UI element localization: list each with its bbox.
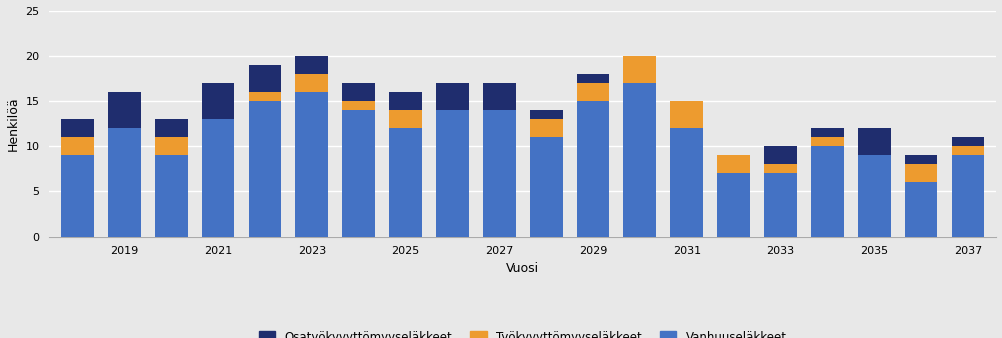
Bar — [61, 119, 94, 137]
Bar — [811, 137, 843, 146]
Bar — [389, 92, 422, 110]
Bar — [389, 128, 422, 237]
Bar — [248, 65, 281, 92]
Bar — [716, 173, 749, 237]
Bar — [389, 110, 422, 128]
Bar — [201, 119, 234, 237]
Bar — [857, 128, 890, 155]
Bar — [296, 56, 328, 74]
Bar — [764, 173, 796, 237]
Bar — [576, 83, 609, 101]
Bar — [716, 155, 749, 173]
Bar — [296, 74, 328, 92]
Bar — [154, 155, 187, 237]
Bar — [951, 137, 983, 146]
Bar — [529, 119, 562, 137]
Bar — [951, 155, 983, 237]
Bar — [342, 101, 375, 110]
Bar — [436, 83, 468, 110]
Bar — [669, 128, 702, 237]
Bar — [904, 183, 937, 237]
Bar — [576, 101, 609, 237]
Bar — [576, 74, 609, 83]
Bar — [201, 83, 234, 119]
Bar — [623, 56, 655, 83]
Bar — [296, 92, 328, 237]
Bar — [61, 137, 94, 155]
Bar — [904, 164, 937, 183]
Bar — [951, 146, 983, 155]
Bar — [248, 92, 281, 101]
Bar — [669, 101, 702, 128]
Bar — [342, 83, 375, 101]
Bar — [61, 155, 94, 237]
Bar — [436, 110, 468, 237]
Bar — [482, 83, 515, 110]
Bar — [904, 155, 937, 164]
Bar — [529, 110, 562, 119]
Bar — [529, 137, 562, 237]
Bar — [108, 128, 140, 237]
Bar — [482, 110, 515, 237]
Bar — [154, 119, 187, 137]
Bar — [248, 101, 281, 237]
Bar — [811, 146, 843, 237]
Bar — [811, 128, 843, 137]
X-axis label: Vuosi: Vuosi — [506, 262, 539, 275]
Bar — [764, 164, 796, 173]
Legend: Osatyökyvyttömyyseläkkeet, Työkyvyttömyyseläkkeet, Vanhuuseläkkeet: Osatyökyvyttömyyseläkkeet, Työkyvyttömyy… — [259, 331, 786, 338]
Y-axis label: Henkilöä: Henkilöä — [7, 96, 20, 151]
Bar — [342, 110, 375, 237]
Bar — [108, 92, 140, 128]
Bar — [623, 83, 655, 237]
Bar — [857, 155, 890, 237]
Bar — [764, 146, 796, 164]
Bar — [154, 137, 187, 155]
